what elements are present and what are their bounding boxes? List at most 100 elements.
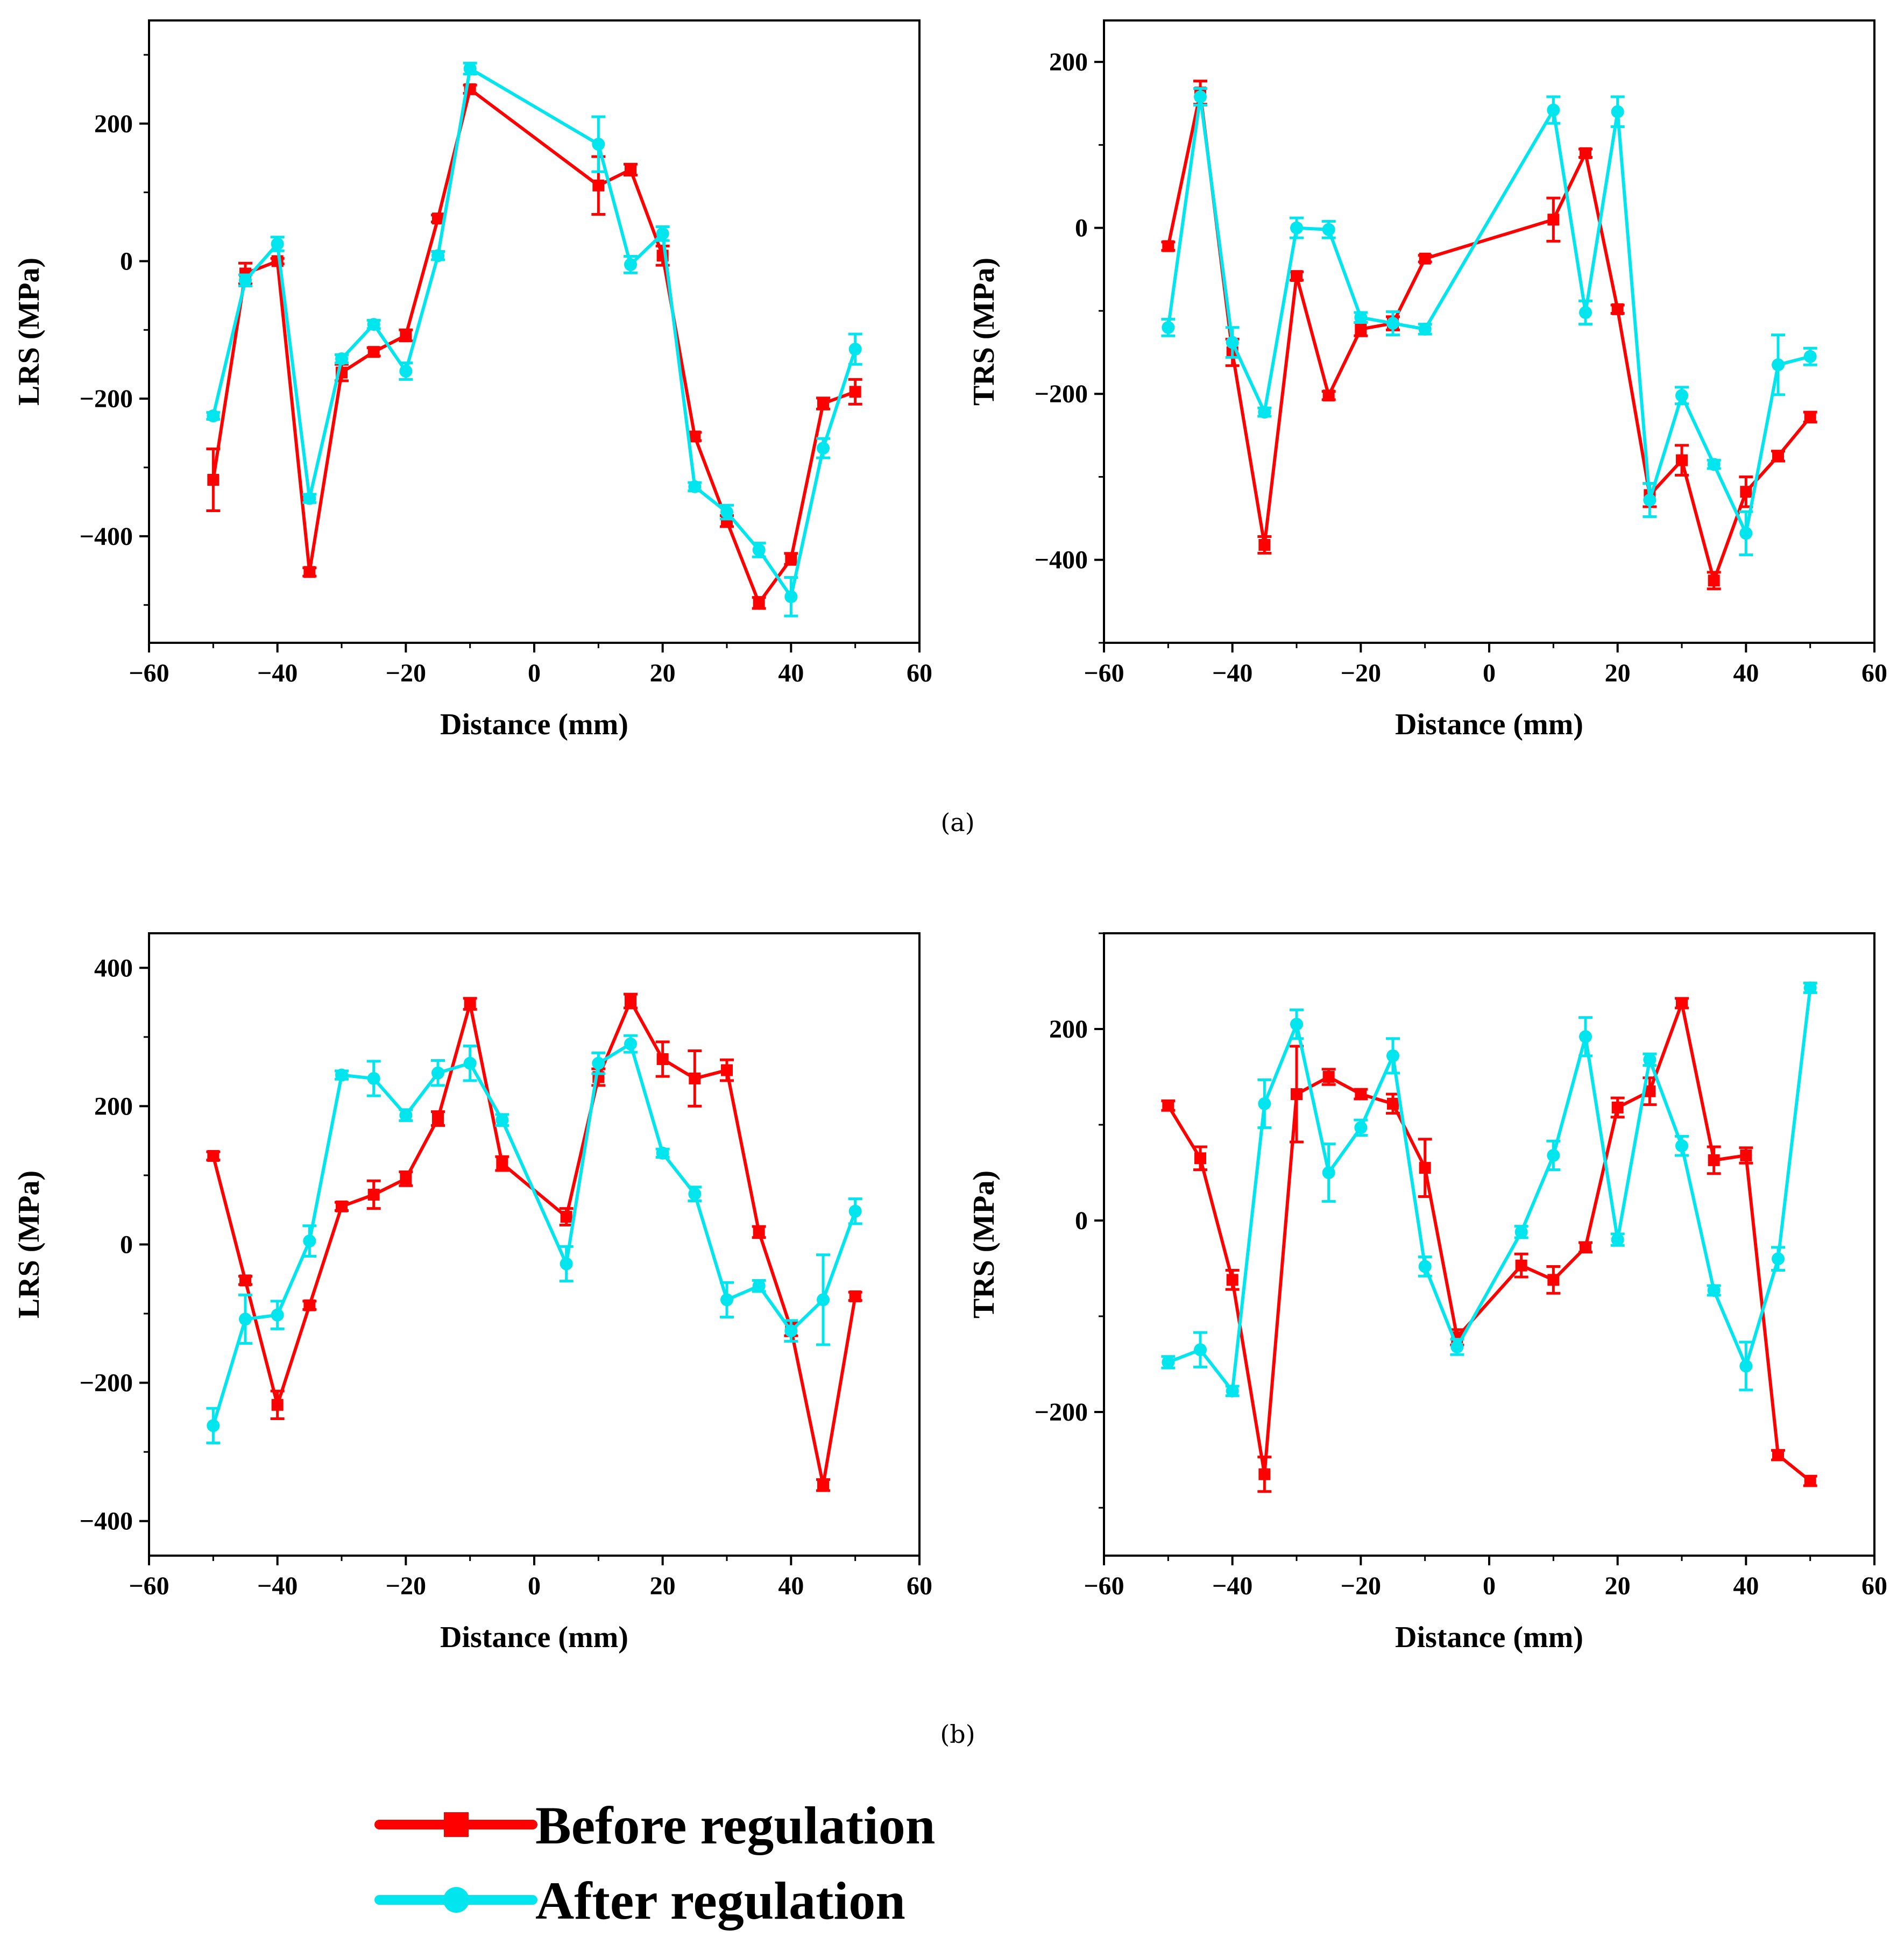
- data-point: [1226, 336, 1239, 349]
- series-line: [211, 87, 856, 605]
- x-tick-label: 40: [778, 659, 804, 687]
- legend-label-after: After regulation: [535, 1871, 905, 1931]
- data-point: [432, 212, 444, 225]
- series-after-regulation: [206, 61, 862, 618]
- data-point: [1547, 214, 1560, 226]
- data-point: [1162, 240, 1174, 252]
- data-point: [303, 492, 316, 505]
- x-tick-label: 60: [907, 1572, 932, 1600]
- data-point: [592, 179, 605, 191]
- x-tick-label: 0: [1483, 659, 1496, 687]
- x-tick-label: −60: [1084, 659, 1124, 687]
- x-tick-label: −40: [257, 659, 298, 687]
- series-line: [1167, 988, 1812, 1393]
- data-point: [1611, 105, 1624, 118]
- data-point: [271, 1399, 284, 1411]
- data-point: [625, 164, 636, 176]
- data-point: [207, 409, 220, 423]
- data-point: [1579, 1030, 1592, 1044]
- y-tick-label: 400: [94, 954, 133, 982]
- data-point: [431, 249, 444, 262]
- y-axis-title: TRS (MPa): [967, 1170, 1001, 1318]
- data-point: [1643, 493, 1657, 507]
- data-point: [239, 1312, 252, 1326]
- data-point: [1579, 306, 1592, 320]
- data-point: [1772, 1252, 1785, 1266]
- data-point: [1739, 527, 1753, 540]
- data-point: [1418, 1260, 1432, 1273]
- series-line: [1166, 91, 1811, 583]
- data-point: [1226, 1274, 1238, 1286]
- data-point: [624, 1037, 637, 1051]
- data-point: [1675, 1139, 1688, 1153]
- data-point: [688, 1187, 702, 1201]
- data-point: [592, 138, 605, 151]
- data-point: [1547, 1274, 1560, 1286]
- data-point: [463, 1056, 477, 1070]
- data-point: [849, 1290, 861, 1302]
- series-after-regulation: [1161, 981, 1817, 1397]
- data-point: [1804, 1475, 1816, 1487]
- series-before-regulation: [1161, 997, 1817, 1493]
- data-point: [271, 1308, 284, 1322]
- data-point: [1580, 147, 1591, 159]
- data-point: [399, 1109, 413, 1122]
- data-point: [848, 343, 862, 356]
- data-point: [400, 329, 412, 342]
- data-point: [1611, 303, 1624, 315]
- data-point: [1419, 252, 1431, 265]
- data-point: [1611, 1101, 1624, 1113]
- plot-frame: [1103, 932, 1875, 1557]
- y-tick-label: −200: [1035, 380, 1088, 408]
- series-line: [1166, 95, 1811, 535]
- x-tick-label: −40: [257, 1572, 298, 1600]
- data-point: [367, 1188, 380, 1201]
- data-point: [335, 352, 348, 365]
- x-tick-label: −60: [1084, 1572, 1124, 1600]
- data-point: [689, 430, 701, 443]
- data-point: [1355, 323, 1367, 335]
- y-tick-label: 0: [120, 1231, 133, 1259]
- data-point: [720, 1293, 733, 1307]
- data-point: [1194, 1152, 1206, 1165]
- data-point: [1226, 1384, 1239, 1397]
- data-point: [1708, 574, 1720, 587]
- data-point: [432, 1112, 444, 1125]
- data-point: [752, 543, 766, 557]
- data-point: [1290, 221, 1303, 235]
- x-tick-label: 0: [528, 1572, 541, 1600]
- y-tick-label: −400: [1035, 546, 1088, 574]
- data-point: [303, 1234, 316, 1248]
- data-point: [1258, 406, 1271, 419]
- series-after-regulation: [206, 1034, 862, 1444]
- plot-frame: [1103, 19, 1875, 644]
- data-point: [1194, 90, 1207, 103]
- data-point: [817, 1479, 829, 1491]
- data-point: [1194, 1343, 1207, 1357]
- data-point: [1162, 1099, 1174, 1112]
- data-point: [336, 1200, 348, 1212]
- data-point: [1643, 1053, 1657, 1066]
- series-before-regulation: [206, 83, 862, 610]
- x-tick-label: −60: [129, 1572, 169, 1600]
- data-point: [207, 1150, 220, 1162]
- data-point: [239, 1274, 251, 1287]
- legend-item-after: After regulation: [374, 1871, 905, 1931]
- data-point: [1386, 317, 1399, 330]
- data-point: [1355, 1088, 1367, 1101]
- y-tick-label: 0: [120, 247, 133, 275]
- data-point: [400, 1173, 412, 1185]
- x-tick-label: 40: [778, 1572, 804, 1600]
- data-point: [1162, 1356, 1175, 1369]
- data-point: [817, 442, 830, 455]
- data-point: [1291, 1088, 1303, 1101]
- y-tick-label: −200: [1035, 1398, 1088, 1427]
- data-point: [239, 274, 252, 287]
- x-tick-label: 20: [1605, 1572, 1631, 1600]
- data-point: [1772, 450, 1784, 462]
- y-tick-label: −400: [80, 522, 133, 551]
